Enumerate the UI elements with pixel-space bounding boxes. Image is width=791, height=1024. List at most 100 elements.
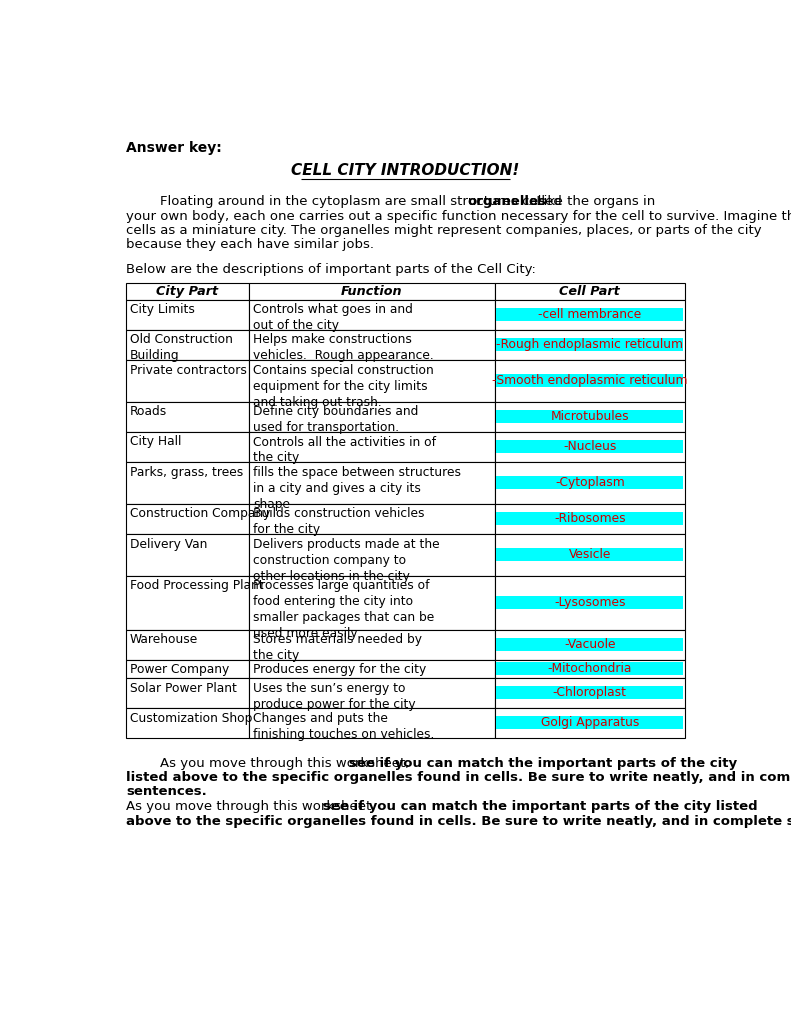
Bar — [495, 330, 685, 359]
Text: Floating around in the cytoplasm are small structures called: Floating around in the cytoplasm are sma… — [126, 196, 566, 208]
Bar — [496, 662, 683, 676]
Bar — [496, 716, 683, 729]
Text: -Vacuole: -Vacuole — [564, 638, 615, 651]
Bar — [126, 359, 249, 401]
Bar — [495, 432, 685, 462]
Bar — [249, 504, 495, 534]
Text: City Limits: City Limits — [130, 303, 195, 316]
Bar — [249, 659, 495, 678]
Text: your own body, each one carries out a specific function necessary for the cell t: your own body, each one carries out a sp… — [126, 210, 791, 222]
Bar — [495, 659, 685, 678]
Text: organelles: organelles — [467, 196, 546, 208]
Text: Function: Function — [341, 285, 403, 298]
Bar — [249, 432, 495, 462]
Bar — [496, 338, 683, 351]
Text: Controls all the activities in of
the city: Controls all the activities in of the ci… — [253, 435, 436, 465]
Text: -Ribosomes: -Ribosomes — [554, 512, 626, 525]
Bar — [126, 330, 249, 359]
Text: City Hall: City Hall — [130, 435, 181, 449]
Text: listed above to the specific organelles found in cells. Be sure to write neatly,: listed above to the specific organelles … — [126, 771, 791, 784]
Text: -Lysosomes: -Lysosomes — [554, 596, 626, 609]
Text: Processes large quantities of
food entering the city into
smaller packages that : Processes large quantities of food enter… — [253, 580, 434, 640]
Bar — [249, 462, 495, 504]
Bar — [249, 708, 495, 737]
Text: CELL CITY INTRODUCTION!: CELL CITY INTRODUCTION! — [291, 163, 520, 178]
Text: Vesicle: Vesicle — [569, 548, 611, 561]
Bar — [126, 659, 249, 678]
Bar — [495, 283, 685, 300]
Text: Private contractors: Private contractors — [130, 364, 247, 377]
Bar — [496, 410, 683, 423]
Text: -Smooth endoplasmic reticulum: -Smooth endoplasmic reticulum — [492, 374, 687, 387]
Text: Microtubules: Microtubules — [551, 411, 629, 423]
Text: Construction Company: Construction Company — [130, 508, 271, 520]
Text: Below are the descriptions of important parts of the Cell City:: Below are the descriptions of important … — [126, 262, 536, 275]
Text: because they each have similar jobs.: because they each have similar jobs. — [126, 238, 374, 251]
Bar — [496, 512, 683, 525]
Bar — [126, 462, 249, 504]
Text: -cell membrance: -cell membrance — [538, 308, 642, 322]
Text: Changes and puts the
finishing touches on vehicles.: Changes and puts the finishing touches o… — [253, 712, 434, 740]
Bar — [495, 630, 685, 659]
Bar — [126, 678, 249, 708]
Bar — [126, 432, 249, 462]
Bar — [249, 575, 495, 630]
Bar — [496, 596, 683, 609]
Text: see if you can match the important parts of the city: see if you can match the important parts… — [349, 757, 737, 770]
Bar — [126, 504, 249, 534]
Bar — [495, 534, 685, 575]
Bar — [249, 359, 495, 401]
Bar — [126, 283, 249, 300]
Bar — [249, 630, 495, 659]
Bar — [495, 708, 685, 737]
Bar — [126, 708, 249, 737]
Bar — [249, 534, 495, 575]
Text: Produces energy for the city: Produces energy for the city — [253, 664, 426, 677]
Text: Controls what goes in and
out of the city: Controls what goes in and out of the cit… — [253, 303, 413, 333]
Text: Contains special construction
equipment for the city limits
and taking out trash: Contains special construction equipment … — [253, 364, 433, 409]
Bar — [249, 330, 495, 359]
Text: Solar Power Plant: Solar Power Plant — [130, 682, 237, 694]
Bar — [126, 300, 249, 330]
Bar — [496, 638, 683, 651]
Text: Answer key:: Answer key: — [126, 141, 221, 156]
Bar — [495, 462, 685, 504]
Text: Uses the sun’s energy to
produce power for the city: Uses the sun’s energy to produce power f… — [253, 682, 415, 711]
Text: Old Construction
Building: Old Construction Building — [130, 334, 233, 362]
Bar — [495, 504, 685, 534]
Text: see if you can match the important parts of the city listed: see if you can match the important parts… — [323, 801, 757, 813]
Text: Parks, grass, trees: Parks, grass, trees — [130, 466, 243, 478]
Text: -Cytoplasm: -Cytoplasm — [555, 476, 625, 489]
Bar — [496, 686, 683, 699]
Text: Customization Shop: Customization Shop — [130, 712, 252, 725]
Bar — [495, 401, 685, 432]
Text: Stores materials needed by
the city: Stores materials needed by the city — [253, 634, 422, 663]
Bar — [126, 534, 249, 575]
Text: cells as a miniature city. The organelles might represent companies, places, or : cells as a miniature city. The organelle… — [126, 224, 762, 237]
Text: Delivers products made at the
construction company to
other locations in the cit: Delivers products made at the constructi… — [253, 538, 440, 583]
Bar — [495, 575, 685, 630]
Text: Roads: Roads — [130, 406, 167, 419]
Text: sentences.: sentences. — [126, 785, 206, 799]
Text: As you move through this worksheet,: As you move through this worksheet, — [126, 801, 380, 813]
Text: fills the space between structures
in a city and gives a city its
shape: fills the space between structures in a … — [253, 466, 461, 511]
Bar — [496, 374, 683, 387]
Bar — [496, 476, 683, 489]
Text: Delivery Van: Delivery Van — [130, 538, 207, 551]
Text: above to the specific organelles found in cells. Be sure to write neatly, and in: above to the specific organelles found i… — [126, 815, 791, 827]
Text: Define city boundaries and
used for transportation.: Define city boundaries and used for tran… — [253, 406, 418, 434]
Bar — [126, 401, 249, 432]
Text: -Rough endoplasmic reticulum: -Rough endoplasmic reticulum — [496, 338, 683, 351]
Text: As you move through this worksheet,: As you move through this worksheet, — [126, 757, 414, 770]
Text: Golgi Apparatus: Golgi Apparatus — [540, 716, 639, 729]
Bar — [495, 678, 685, 708]
Bar — [249, 401, 495, 432]
Text: . Like the organs in: . Like the organs in — [528, 196, 656, 208]
Text: Warehouse: Warehouse — [130, 634, 198, 646]
Text: -Chloroplast: -Chloroplast — [553, 686, 626, 699]
Text: Food Processing Plant: Food Processing Plant — [130, 580, 263, 593]
Bar — [496, 308, 683, 322]
Text: -Nucleus: -Nucleus — [563, 440, 616, 454]
Text: City Part: City Part — [157, 285, 218, 298]
Bar — [496, 440, 683, 454]
